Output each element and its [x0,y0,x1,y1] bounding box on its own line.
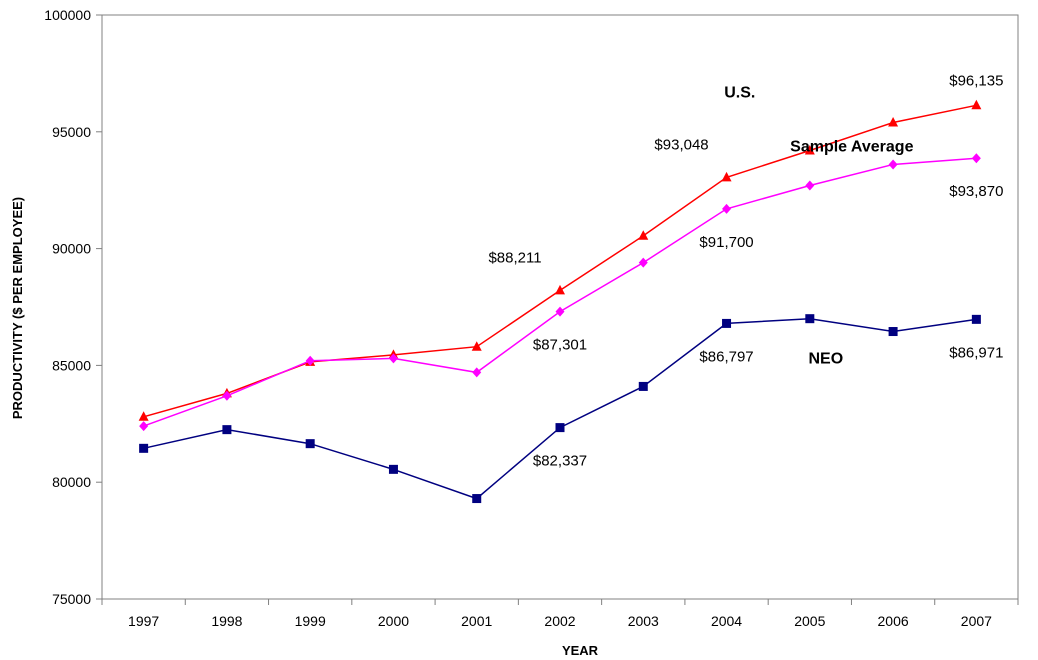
data-label: $96,135 [949,72,1003,89]
data-label: $93,048 [654,136,708,153]
series-layer [138,99,982,504]
x-tick-label: 2002 [544,613,575,629]
data-label: $88,211 [488,249,541,266]
data-point-neo [222,425,232,435]
data-label: $86,797 [699,348,753,365]
data-point-neo [805,314,815,324]
data-point-neo [472,494,482,504]
y-tick-label: 85000 [52,357,91,373]
y-tick-label: 75000 [52,591,91,607]
data-point-sample-average [222,390,232,401]
data-point-us [138,411,149,421]
x-axis-title: YEAR [562,643,599,658]
x-tick-label: 2005 [794,613,825,629]
data-point-sample-average [805,180,815,191]
y-axis-title: PRODUCTIVITY ($ PER EMPLOYEE) [10,197,25,419]
series-label: NEO [808,351,843,368]
data-point-us [971,99,982,110]
data-point-neo [638,381,648,391]
data-label: $82,337 [533,453,587,470]
data-point-us [555,284,565,295]
series-label: U.S. [724,84,755,101]
x-tick-label: 1997 [128,613,159,629]
x-tick-label: 2000 [378,613,409,629]
data-point-neo [888,327,898,337]
data-point-neo [139,443,149,453]
data-point-neo [722,318,732,328]
x-tick-label: 2001 [461,613,492,629]
data-point-neo [555,423,565,433]
series-neo [139,314,981,504]
data-point-sample-average [555,306,565,317]
data-point-us [888,116,899,127]
x-tick-label: 2004 [711,613,742,629]
data-point-sample-average [139,421,149,432]
data-label: $86,971 [949,344,1003,361]
series-sample-average [139,153,981,432]
data-point-sample-average [888,159,898,170]
data-point-neo [305,439,315,449]
x-tick-label: 2006 [878,613,909,629]
y-axis: 75000 80000 85000 90000 95000 100000 [44,7,103,607]
x-tick-label: 2007 [961,613,992,629]
data-point-sample-average [305,355,315,366]
data-point-sample-average [388,353,398,364]
data-label: $91,700 [699,234,753,251]
x-tick-label: 2003 [628,613,659,629]
x-axis: 1997 1998 1999 2000 2001 2002 2003 2004 2005 2006… [101,598,1019,629]
annotation-layer: $96,135 $93,048 $88,211 $93,870 $91,700 $87,3… [488,72,1003,469]
y-tick-label: 95000 [52,124,91,140]
data-point-sample-average [472,367,482,378]
data-point-us [471,341,482,351]
x-tick-label: 1999 [295,613,326,629]
data-label: $87,301 [533,337,587,354]
data-point-neo [388,464,398,474]
data-point-sample-average [722,203,732,214]
y-tick-label: 90000 [52,241,91,257]
data-point-sample-average [971,153,981,164]
y-tick-label: 80000 [52,474,91,490]
data-point-us [721,171,732,182]
data-label: $93,870 [949,183,1003,200]
y-tick-label: 100000 [44,7,91,23]
series-label: Sample Average [790,139,913,156]
data-point-sample-average [638,257,648,268]
x-tick-label: 1998 [211,613,242,629]
data-point-neo [971,314,981,324]
data-point-us [638,230,649,240]
data-point-us [804,144,815,155]
